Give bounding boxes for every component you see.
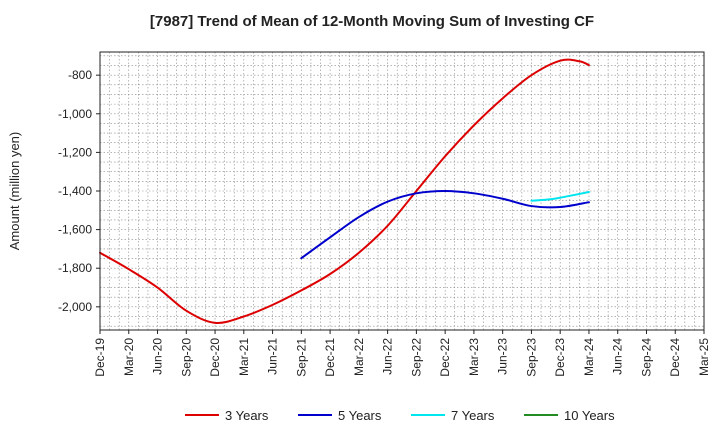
horizontal-grid xyxy=(100,55,704,327)
x-tick-label: Dec-19 xyxy=(93,338,107,377)
legend: 3 Years 5 Years 7 Years 10 Years xyxy=(185,408,615,423)
y-tick-label: -1,600 xyxy=(58,223,92,237)
legend-label-10-years: 10 Years xyxy=(564,408,615,423)
y-tick-label: -1,200 xyxy=(58,145,92,159)
legend-label-7-years: 7 Years xyxy=(451,408,495,423)
legend-label-5-years: 5 Years xyxy=(338,408,382,423)
x-tick-label: Mar-22 xyxy=(352,338,366,376)
y-tick-label: -2,000 xyxy=(58,300,92,314)
series-line-7-years xyxy=(530,190,590,202)
x-tick-label: Jun-20 xyxy=(151,338,165,375)
chart-title: [7987] Trend of Mean of 12-Month Moving … xyxy=(150,13,594,30)
x-tick-label: Sep-23 xyxy=(524,338,538,377)
x-tick-label: Sep-24 xyxy=(639,338,653,377)
x-tick-label: Mar-25 xyxy=(697,338,711,376)
x-tick-label: Dec-24 xyxy=(668,338,682,377)
series-line-3-years xyxy=(99,58,590,324)
x-tick-label: Mar-21 xyxy=(237,338,251,376)
x-tick-label: Dec-23 xyxy=(553,338,567,377)
x-tick-label: Dec-20 xyxy=(208,338,222,377)
y-tick-label: -1,400 xyxy=(58,184,92,198)
y-tick-label: -800 xyxy=(68,68,92,82)
x-tick-label: Sep-21 xyxy=(294,338,308,377)
series-layer xyxy=(99,58,590,324)
legend-label-3-years: 3 Years xyxy=(225,408,269,423)
x-tick-label: Sep-22 xyxy=(409,338,423,377)
x-tick-label: Mar-20 xyxy=(122,338,136,376)
vertical-grid xyxy=(109,52,695,330)
x-tick-label: Dec-22 xyxy=(438,338,452,377)
x-tick-label: Dec-21 xyxy=(323,338,337,377)
y-axis-label: Amount (million yen) xyxy=(7,132,22,251)
y-tick-label: -1,800 xyxy=(58,261,92,275)
x-tick-label: Jun-21 xyxy=(266,338,280,375)
x-tick-label: Jun-23 xyxy=(496,338,510,375)
x-tick-label: Jun-22 xyxy=(381,338,395,375)
x-axis-ticks: Dec-19 Mar-20 Jun-20 Sep-20 Dec-20 Mar-21 Jun-… xyxy=(93,330,711,377)
x-tick-label: Jun-24 xyxy=(611,338,625,375)
x-tick-label: Mar-24 xyxy=(582,338,596,376)
y-tick-label: -1,000 xyxy=(58,107,92,121)
y-axis-ticks: -800 -1,000 -1,200 -1,400 -1,600 -1,800 -2,000 xyxy=(58,68,100,314)
x-tick-label: Sep-20 xyxy=(179,338,193,377)
x-tick-label: Mar-23 xyxy=(467,338,481,376)
series-line-5-years xyxy=(300,190,590,260)
